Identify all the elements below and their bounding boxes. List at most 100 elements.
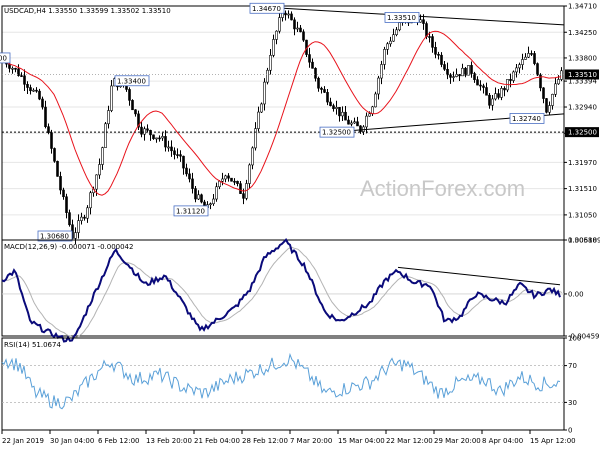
candle-body bbox=[419, 19, 422, 23]
price-candle bbox=[59, 171, 62, 195]
price-candle bbox=[506, 79, 509, 93]
candle-body bbox=[209, 203, 212, 206]
candle-body bbox=[20, 75, 23, 77]
price-candle bbox=[470, 61, 473, 78]
candle-body bbox=[44, 106, 47, 127]
candle-body bbox=[380, 64, 383, 79]
macd-trendline bbox=[397, 266, 561, 286]
price-candle bbox=[293, 17, 296, 36]
price-candle bbox=[260, 102, 263, 113]
time-axis-label: 15 Mar 04:00 bbox=[338, 437, 385, 445]
watermark-text: ActionForex.com bbox=[360, 176, 525, 201]
candle-body bbox=[467, 65, 470, 76]
price-candle bbox=[278, 13, 281, 34]
candle-body bbox=[275, 30, 278, 40]
candle-body bbox=[47, 126, 50, 133]
candle-body bbox=[233, 180, 236, 183]
price-candle bbox=[344, 105, 347, 121]
price-candle bbox=[191, 172, 194, 194]
price-candle bbox=[311, 58, 314, 69]
candle-body bbox=[500, 88, 503, 98]
price-candle bbox=[140, 121, 143, 138]
price-candle bbox=[323, 86, 326, 93]
candle-body bbox=[260, 103, 263, 113]
price-candle bbox=[419, 14, 422, 23]
candle-body bbox=[446, 68, 449, 76]
candle-body bbox=[509, 79, 512, 81]
time-axis-label: 29 Mar 20:00 bbox=[434, 437, 481, 445]
rsi-axis-label: 70 bbox=[568, 362, 577, 370]
candle-body bbox=[14, 67, 17, 70]
candle-body bbox=[326, 92, 329, 103]
price-candle bbox=[275, 30, 278, 45]
price-candle bbox=[200, 193, 203, 204]
candle-body bbox=[101, 147, 104, 165]
price-candle bbox=[77, 214, 80, 239]
price-candle bbox=[320, 86, 323, 94]
price-candle bbox=[53, 147, 56, 163]
candle-body bbox=[146, 128, 149, 131]
price-candle bbox=[11, 66, 14, 74]
candle-body bbox=[386, 43, 389, 50]
macd-axis-label: -0.004593 bbox=[568, 333, 600, 341]
candle-body bbox=[461, 67, 464, 77]
price-candle bbox=[161, 132, 164, 141]
price-candle bbox=[434, 41, 437, 59]
price-candle bbox=[17, 64, 20, 77]
price-candle bbox=[188, 168, 191, 183]
price-candle bbox=[539, 73, 542, 92]
candle-body bbox=[377, 77, 380, 95]
support-price-flag: 1.32500 bbox=[568, 129, 597, 137]
price-candle bbox=[440, 52, 443, 68]
price-candle bbox=[494, 87, 497, 101]
candle-body bbox=[491, 98, 494, 106]
time-axis-label: 28 Feb 12:00 bbox=[242, 437, 288, 445]
candle-body bbox=[422, 19, 425, 24]
candle-body bbox=[542, 87, 545, 99]
candle-body bbox=[431, 36, 434, 48]
price-candle bbox=[239, 180, 242, 194]
candle-body bbox=[521, 59, 524, 65]
candle-body bbox=[212, 198, 215, 205]
candle-body bbox=[164, 136, 167, 148]
price-candle bbox=[296, 21, 299, 32]
price-candle bbox=[383, 46, 386, 70]
price-candle bbox=[56, 160, 59, 177]
candle-body bbox=[242, 193, 245, 199]
price-candle bbox=[374, 91, 377, 108]
price-candle bbox=[389, 36, 392, 47]
rsi-axis-label: 30 bbox=[568, 399, 577, 407]
price-candle bbox=[134, 109, 137, 117]
price-candle bbox=[461, 63, 464, 77]
price-candle bbox=[548, 101, 551, 115]
moving-average-line bbox=[2, 30, 562, 196]
price-candle bbox=[179, 150, 182, 162]
price-candle bbox=[497, 88, 500, 100]
candle-body bbox=[17, 68, 20, 76]
candle-body bbox=[470, 65, 473, 74]
candle-body bbox=[320, 87, 323, 90]
price-candle bbox=[524, 53, 527, 60]
price-candle bbox=[449, 73, 452, 84]
candle-body bbox=[518, 64, 521, 69]
price-candle bbox=[224, 174, 227, 183]
candle-body bbox=[11, 67, 14, 70]
candle-body bbox=[278, 17, 281, 32]
price-candle bbox=[182, 155, 185, 175]
annotation-low-january: 1.30680 bbox=[40, 233, 69, 241]
macd-label: MACD(12,26,9) -0.000071 -0.000042 bbox=[4, 243, 133, 251]
candle-body bbox=[371, 106, 374, 115]
candle-body bbox=[224, 175, 227, 180]
candle-body bbox=[38, 90, 41, 100]
candle-body bbox=[539, 74, 542, 89]
price-candle bbox=[452, 71, 455, 82]
candle-body bbox=[236, 180, 239, 184]
candle-body bbox=[134, 109, 137, 115]
macd-pane[interactable]: 0.005889 0.00 -0.004593 MACD(12,26,9) -0.00… bbox=[1, 237, 600, 343]
price-candle bbox=[83, 214, 86, 221]
price-candle bbox=[533, 50, 536, 66]
candle-body bbox=[65, 196, 68, 213]
candle-body bbox=[104, 123, 107, 148]
rsi-pane[interactable]: 100 70 30 0 RSI(14) 51.0674 bbox=[1, 335, 581, 435]
